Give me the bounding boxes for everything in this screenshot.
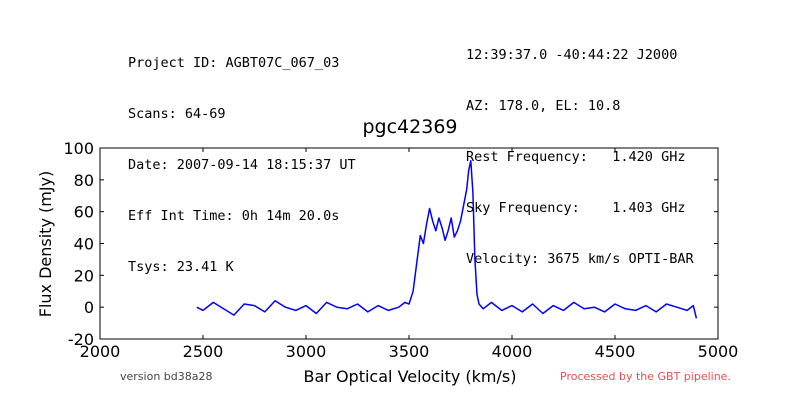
y-tick-label: 20	[74, 266, 94, 285]
y-tick-label: 100	[63, 139, 94, 158]
header-line: Project ID: AGBT07C_067_03	[128, 55, 340, 71]
y-tick-label: 40	[74, 235, 94, 254]
x-tick-label: 3500	[389, 342, 430, 361]
header-line: Rest Frequency: 1.420 GHz	[466, 149, 686, 165]
y-tick-label: -20	[68, 330, 94, 349]
plot-frame	[99, 147, 719, 340]
header-line: Eff Int Time: 0h 14m 20.0s	[128, 208, 340, 224]
plot-area	[196, 159, 698, 319]
header-line: Velocity: 3675 km/s OPTI-BAR	[466, 251, 694, 267]
y-tick-label: 0	[84, 298, 94, 317]
y-tick-label: 80	[74, 171, 94, 190]
observation-info-left: Project ID: AGBT07C_067_03 Scans: 64-69 …	[128, 21, 356, 293]
x-tick-label: 4500	[595, 342, 636, 361]
header-line: AZ: 178.0, EL: 10.8	[466, 98, 621, 114]
header-line: Scans: 64-69	[128, 106, 226, 122]
chart-title: pgc42369	[362, 116, 457, 138]
y-tick-label: 60	[74, 203, 94, 222]
header-line: 12:39:37.0 -40:44:22 J2000	[466, 47, 678, 63]
y-axis-label: Flux Density (mJy)	[36, 171, 55, 318]
x-tick-label: 5000	[698, 342, 739, 361]
x-axis-label: Bar Optical Velocity (km/s)	[304, 367, 517, 386]
pipeline-label: Processed by the GBT pipeline.	[560, 370, 731, 383]
y-axis: -20 0 20 40 60 80 100	[63, 139, 718, 349]
x-tick-label: 2500	[183, 342, 224, 361]
version-label: version bd38a28	[120, 370, 213, 383]
x-tick-label: 3000	[286, 342, 327, 361]
spectrum-line	[196, 159, 698, 319]
x-tick-label: 2000	[80, 342, 121, 361]
header-line: Tsys: 23.41 K	[128, 259, 234, 275]
header-line: Date: 2007-09-14 18:15:37 UT	[128, 157, 356, 173]
x-tick-label: 4000	[492, 342, 533, 361]
header-line: Sky Frequency: 1.403 GHz	[466, 200, 686, 216]
x-axis: 2000 2500 3000 3500 4000 4500 5000	[80, 148, 739, 361]
observation-info-right: 12:39:37.0 -40:44:22 J2000 AZ: 178.0, EL…	[466, 13, 694, 285]
